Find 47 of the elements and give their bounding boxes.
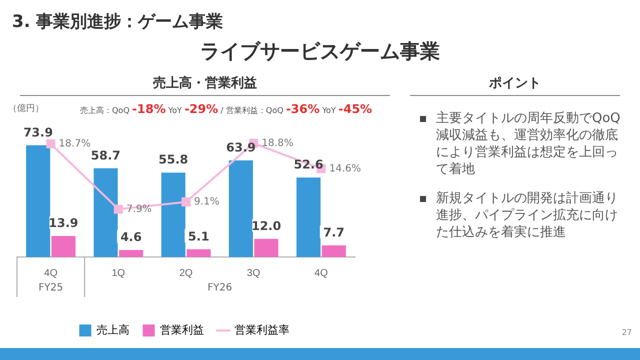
text: 27 (622, 328, 632, 337)
point (181, 197, 191, 206)
x-tick-label: 3Q (246, 268, 260, 279)
text: 主要タイトルの周年反動でQoQ減収減益も、運営効率化の徹底により営業利益は想定を上回って着地 (436, 111, 620, 177)
data-label: 9.1% (194, 196, 220, 208)
bar (322, 245, 346, 257)
text: ポイント (410, 74, 620, 96)
data-label: 55.8 (158, 152, 188, 167)
x-tick-label: 4Q (44, 268, 58, 279)
bar (296, 177, 321, 257)
data-label: 58.7 (90, 148, 121, 162)
data-label: 18.7% (58, 138, 91, 150)
data-label: 52.6 (294, 158, 324, 172)
bar (94, 168, 118, 257)
data-label: 12.0 (251, 218, 282, 233)
data-label: 73.9 (23, 125, 53, 140)
bar (186, 249, 211, 257)
text: 新規タイトルの開発は計画通り進捗、パイプライン拡充に向けた仕込みを着実に推進 (436, 191, 618, 240)
bar (119, 250, 144, 257)
bar (161, 172, 186, 257)
text: 売上高・営業利益 (20, 74, 390, 96)
point (114, 204, 123, 214)
bar (254, 238, 278, 257)
data-label: 7.9% (126, 204, 152, 215)
bar (51, 236, 76, 257)
legend-label: 売上高 (96, 323, 130, 336)
data-label: 7.7 (323, 225, 345, 240)
x-tick-label: 1Q (112, 268, 126, 279)
data-label: 18.8% (262, 138, 294, 149)
legend-label: 営業利益率 (234, 323, 290, 336)
data-label: 5.1 (188, 229, 210, 244)
x-tick-label: 2Q (179, 268, 193, 279)
data-label: 14.6% (329, 163, 361, 174)
text: FY25 (38, 282, 64, 294)
y-axis-title: （億円） (8, 102, 44, 115)
legend-label: 営業利益 (160, 323, 204, 336)
chart-subtitle: ライブサービスゲーム事業 (199, 38, 441, 65)
bar (228, 160, 253, 257)
data-label: 63.9 (226, 140, 256, 154)
bar (26, 145, 50, 257)
x-tick-label: 4Q (314, 268, 328, 279)
point (46, 139, 56, 148)
chart-title: 3. 事業別進捗：ゲーム事業 (12, 11, 224, 33)
data-label: 13.9 (48, 216, 78, 230)
text: FY26 (208, 282, 232, 294)
data-label: 4.6 (120, 230, 142, 244)
text: 売上高：QoQ -18% YoY -29% / 営業利益：QoQ -36% YoY -45% (80, 102, 372, 116)
